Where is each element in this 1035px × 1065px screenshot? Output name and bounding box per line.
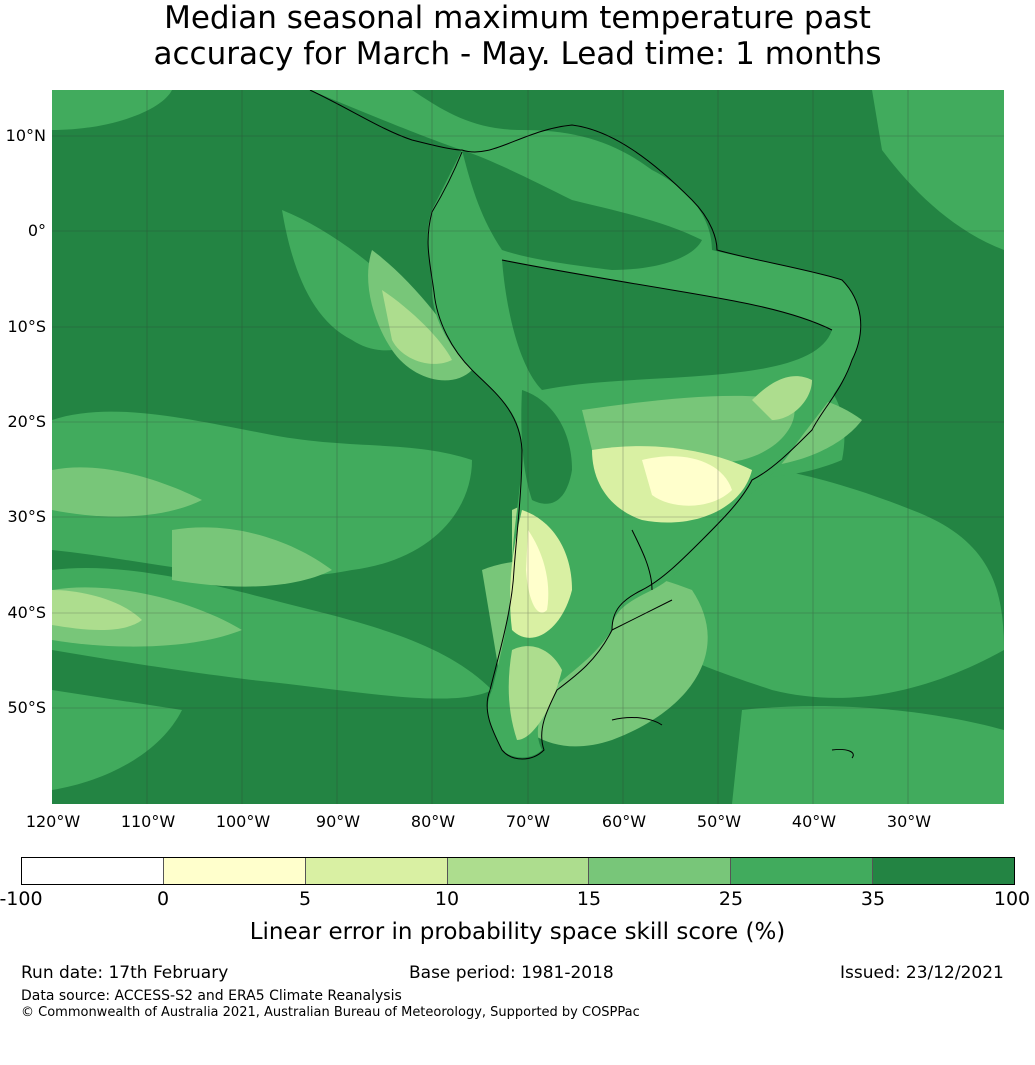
lon-label-100w: 100°W bbox=[215, 812, 271, 831]
colorbar-segment bbox=[22, 858, 164, 884]
run-date: Run date: 17th February bbox=[21, 963, 229, 983]
lat-label-20s: 20°S bbox=[7, 412, 46, 431]
south-america-landmass bbox=[310, 90, 861, 758]
colorbar-tick: 5 bbox=[298, 888, 312, 910]
lat-label-40s: 40°S bbox=[7, 603, 46, 622]
issued-date: Issued: 23/12/2021 bbox=[840, 963, 1004, 983]
colorbar-tick: 10 bbox=[434, 888, 460, 910]
colorbar-tick: 25 bbox=[718, 888, 744, 910]
gridlines bbox=[52, 90, 1004, 804]
lat-label-10n: 10°N bbox=[5, 126, 46, 145]
colorbar-tick: 15 bbox=[576, 888, 602, 910]
map-panel bbox=[52, 90, 1004, 804]
lat-label-50s: 50°S bbox=[7, 698, 46, 717]
colorbar-tick: 35 bbox=[860, 888, 886, 910]
title-line-1: Median seasonal maximum temperature past bbox=[164, 0, 871, 36]
lon-label-120w: 120°W bbox=[25, 812, 81, 831]
colorbar-tick: 100 bbox=[993, 888, 1031, 910]
colorbar-segment bbox=[447, 858, 590, 884]
colorbar-tick: 0 bbox=[156, 888, 170, 910]
lon-label-30w: 30°W bbox=[886, 812, 932, 831]
colorbar-segment bbox=[305, 858, 448, 884]
colorbar bbox=[21, 857, 1015, 885]
copyright: © Commonwealth of Australia 2021, Austra… bbox=[21, 1005, 640, 1020]
colorbar-segment bbox=[731, 858, 874, 884]
coastline bbox=[309, 90, 862, 760]
colorbar-segment bbox=[589, 858, 732, 884]
colorbar-segment bbox=[873, 858, 1015, 884]
lon-label-80w: 80°W bbox=[410, 812, 456, 831]
title-line-2: accuracy for March - May. Lead time: 1 m… bbox=[153, 36, 882, 72]
data-source: Data source: ACCESS-S2 and ERA5 Climate … bbox=[21, 988, 402, 1004]
lon-label-70w: 70°W bbox=[505, 812, 551, 831]
lat-label-0: 0° bbox=[27, 221, 46, 240]
colorbar-tick: -100 bbox=[0, 888, 43, 910]
base-period: Base period: 1981-2018 bbox=[409, 963, 614, 983]
chart-title: Median seasonal maximum temperature past… bbox=[0, 0, 1035, 72]
lon-label-40w: 40°W bbox=[791, 812, 837, 831]
colorbar-label: Linear error in probability space skill … bbox=[249, 919, 786, 945]
colorbar-segment bbox=[163, 858, 306, 884]
skill-map bbox=[52, 90, 1004, 804]
lon-label-50w: 50°W bbox=[696, 812, 742, 831]
lon-label-90w: 90°W bbox=[315, 812, 361, 831]
lon-label-110w: 110°W bbox=[120, 812, 176, 831]
lat-label-10s: 10°S bbox=[7, 317, 46, 336]
lon-label-60w: 60°W bbox=[601, 812, 647, 831]
lat-label-30s: 30°S bbox=[7, 507, 46, 526]
